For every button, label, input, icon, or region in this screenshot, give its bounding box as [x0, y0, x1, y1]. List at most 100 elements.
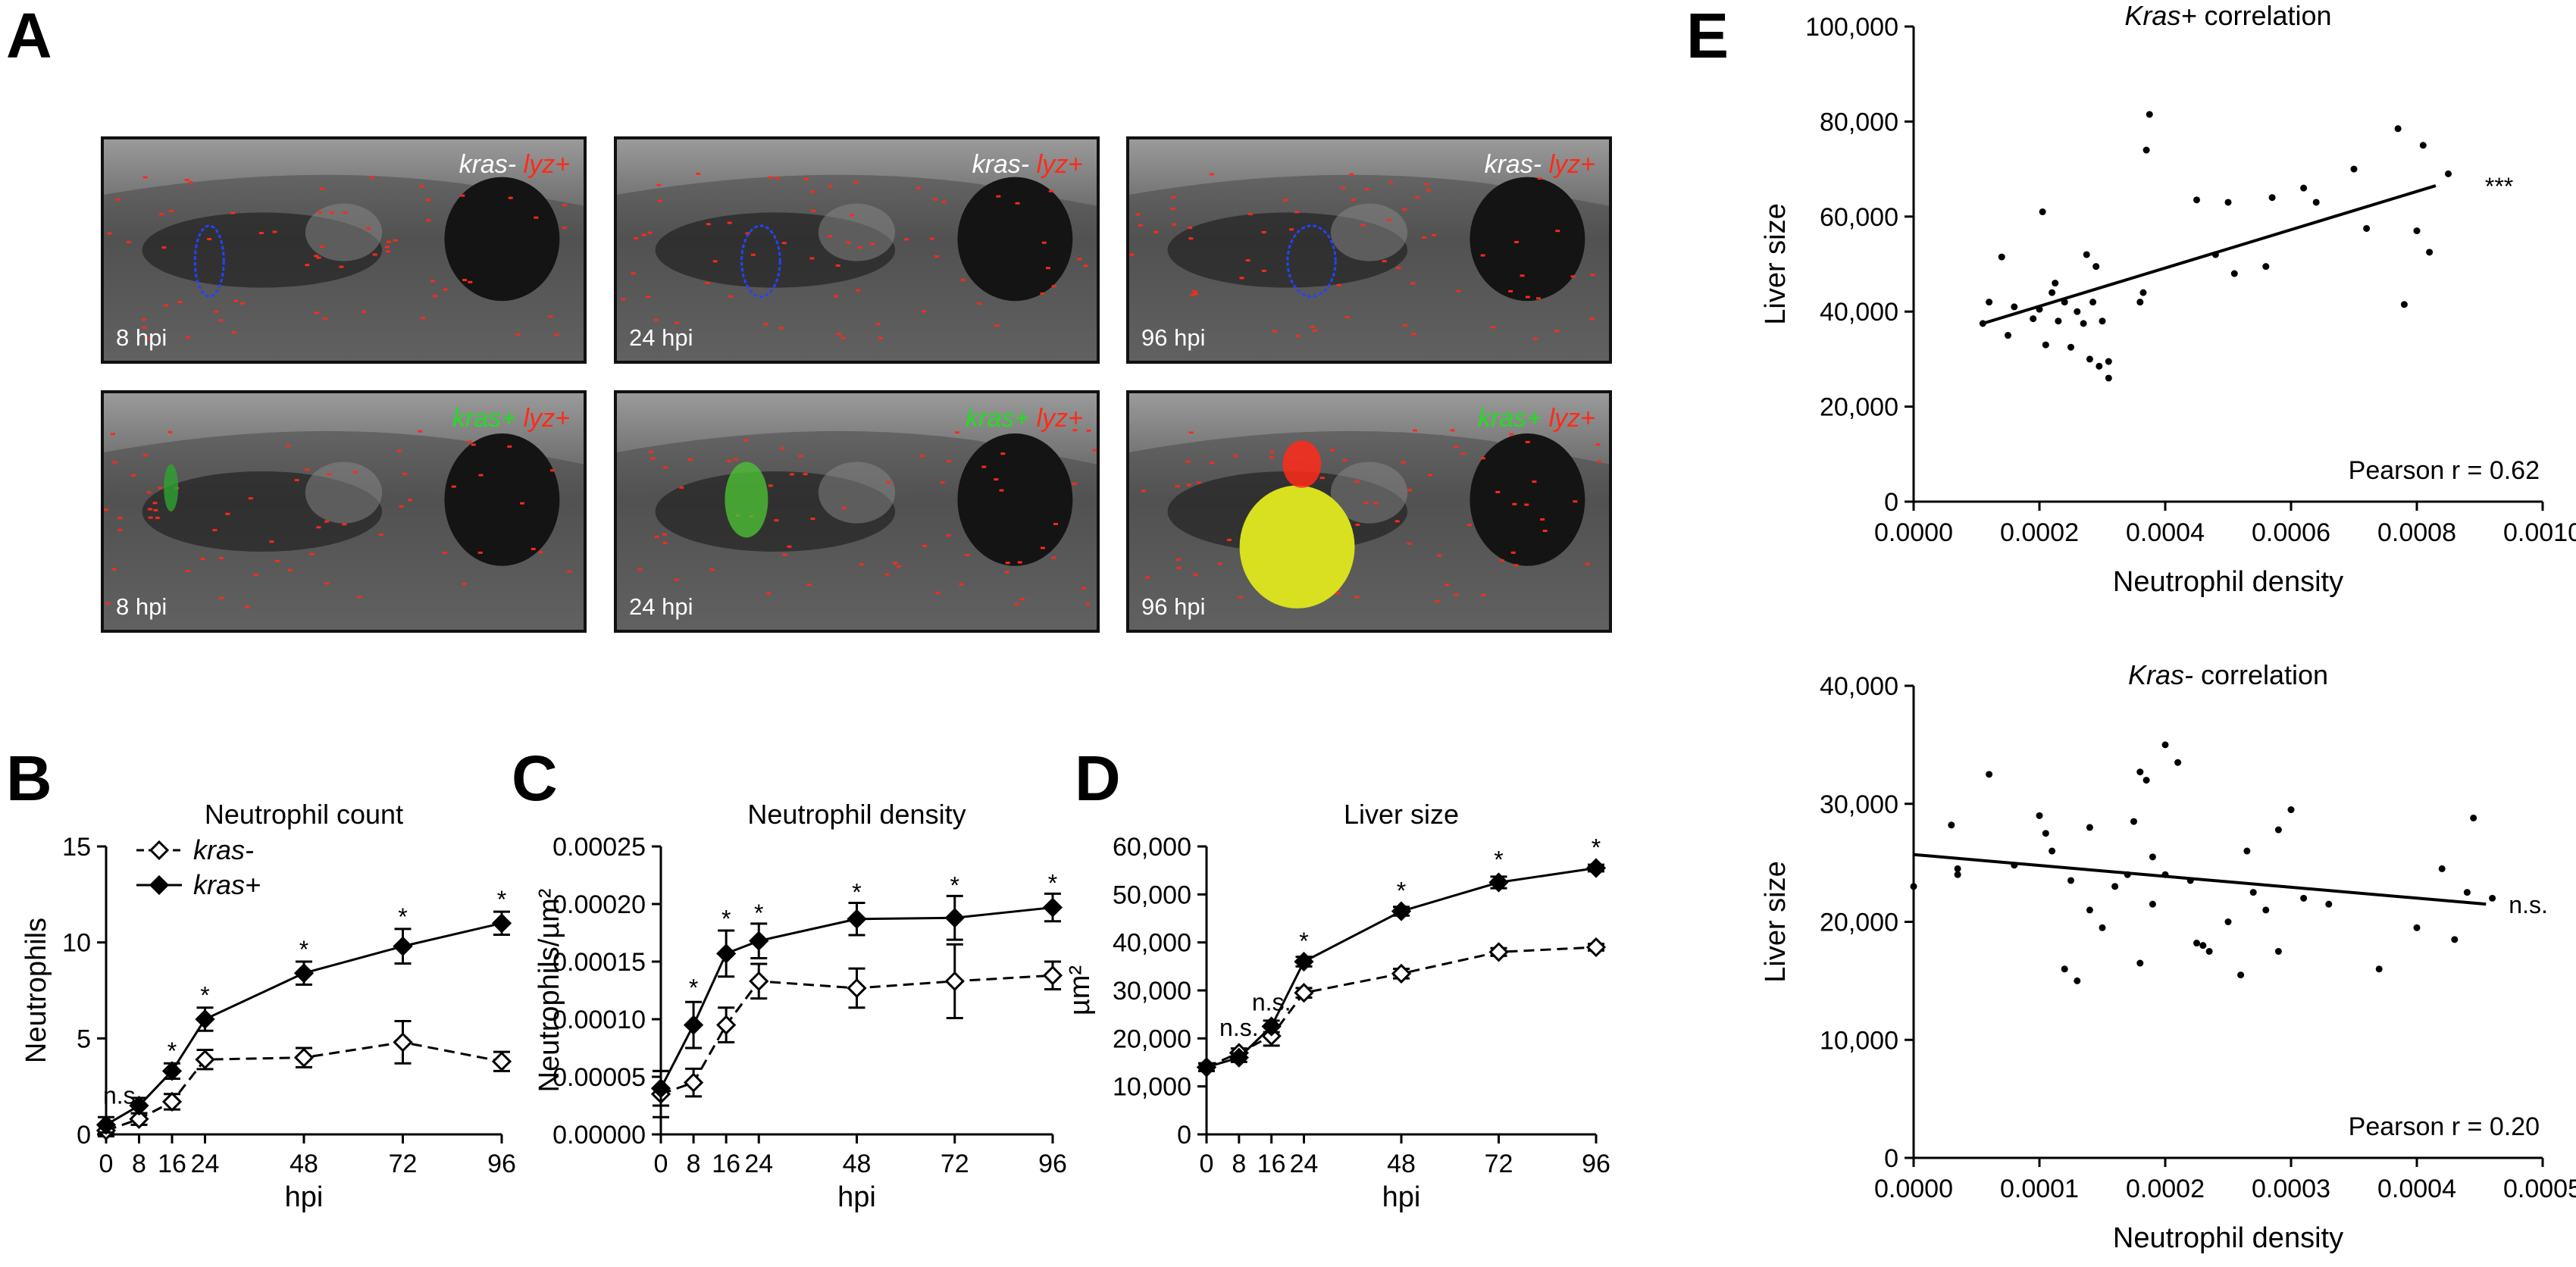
significance-label: n.s. — [103, 1081, 142, 1109]
scatter-point — [2139, 289, 2147, 296]
genotype-label: kras+ lyz+ — [966, 404, 1083, 433]
scatter-point — [2262, 263, 2270, 271]
scatter-point — [2105, 374, 2112, 382]
scatter-point — [2274, 947, 2282, 955]
significance-label: n.s. — [1219, 1014, 1259, 1041]
y-tick-label: 0 — [77, 1121, 91, 1150]
x-tick-label: 96 — [487, 1150, 516, 1178]
data-point-kras- — [944, 971, 965, 991]
scatter-point — [2230, 270, 2238, 277]
scatter-point — [2074, 977, 2081, 984]
scatter-point — [2089, 299, 2097, 306]
scatter-point — [2438, 865, 2446, 872]
y-tick-label: 80,000 — [1820, 108, 1898, 136]
x-tick-label: 0.0004 — [2126, 518, 2205, 547]
data-point-kras+ — [1294, 951, 1314, 972]
scatter-point — [2086, 906, 2093, 914]
scatter-point — [2042, 341, 2049, 349]
y-tick-label: 20,000 — [1820, 393, 1898, 422]
scatter-point — [2136, 299, 2144, 306]
scatter-point — [2174, 759, 2182, 766]
x-tick-label: 16 — [712, 1150, 740, 1178]
data-point-kras+ — [293, 963, 315, 984]
x-tick-label: 0 — [1200, 1150, 1214, 1178]
scatter-point — [2099, 318, 2106, 325]
genotype-text: kras+ — [966, 404, 1030, 433]
data-point-kras- — [1294, 983, 1314, 1003]
scatter-point — [2111, 883, 2119, 890]
y-tick-label: 15 — [62, 833, 91, 862]
scatter-point — [2149, 853, 2156, 861]
x-tick-label: 0 — [654, 1150, 668, 1178]
data-point-kras- — [749, 971, 769, 991]
significance-label: * — [1494, 846, 1503, 874]
data-point-kras- — [195, 1050, 215, 1070]
pearson-stat: Pearson r = 0.20 — [2349, 1112, 2540, 1141]
chart-title: Neutrophil density — [747, 799, 966, 830]
timepoint-label: 24 hpi — [629, 593, 693, 620]
reporter-text: lyz+ — [1029, 404, 1083, 433]
genotype-label: kras+ lyz+ — [452, 404, 570, 433]
y-tick-label: 0 — [1884, 488, 1898, 517]
genotype-text: kras- — [1484, 150, 1542, 179]
significance-label: * — [950, 871, 959, 899]
x-tick-label: 0.0005 — [2503, 1175, 2576, 1203]
scatter-point — [2083, 251, 2090, 258]
scatter-point — [2489, 894, 2496, 902]
genotype-text: kras- — [459, 150, 517, 179]
data-point-kras- — [1042, 965, 1063, 986]
x-tick-label: 48 — [843, 1150, 872, 1178]
panel-letter-d: D — [1075, 743, 1121, 814]
y-tick-label: 30,000 — [1113, 977, 1191, 1006]
significance-label: * — [852, 878, 861, 906]
y-tick-label: 40,000 — [1113, 929, 1191, 958]
significance-label: *** — [2485, 173, 2513, 200]
significance-label: * — [1299, 928, 1308, 955]
scatter-point — [2067, 877, 2074, 884]
x-axis-title: hpi — [837, 1181, 876, 1213]
significance-label: * — [200, 982, 209, 1009]
scatter-point — [2061, 965, 2068, 973]
scatter-point — [2287, 806, 2295, 814]
data-point-kras- — [716, 1015, 737, 1035]
scatter-point — [2350, 165, 2358, 173]
data-point-kras+ — [847, 909, 867, 929]
data-point-kras+ — [491, 913, 512, 934]
scatter-point — [2413, 227, 2421, 235]
x-tick-label: 48 — [1387, 1150, 1416, 1178]
x-tick-label: 0.0002 — [2000, 518, 2079, 547]
y-axis-title: Liver size — [1760, 203, 1792, 325]
scatter-point — [2274, 826, 2282, 834]
x-tick-label: 24 — [1290, 1150, 1319, 1178]
y-tick-label: 60,000 — [1820, 203, 1898, 232]
scatter-point — [1986, 771, 1993, 778]
data-point-kras+ — [650, 1078, 671, 1099]
significance-label: * — [1592, 834, 1601, 862]
x-tick-label: 72 — [389, 1150, 418, 1178]
y-tick-label: 0.00000 — [552, 1121, 646, 1150]
timepoint-label: 24 hpi — [629, 324, 693, 351]
scatter-point — [2237, 971, 2245, 979]
data-point-kras+ — [1261, 1016, 1282, 1037]
data-point-kras+ — [749, 931, 769, 951]
scatter-point — [2092, 263, 2100, 271]
scatter-point — [2146, 111, 2153, 118]
scatter-point — [2039, 208, 2046, 216]
scatter-point — [2300, 894, 2308, 902]
data-point-kras- — [491, 1051, 512, 1071]
significance-label: * — [398, 903, 407, 931]
timepoint-label: 8 hpi — [116, 324, 167, 351]
scatter-point — [2400, 301, 2408, 308]
scatter-point — [2011, 303, 2018, 311]
y-tick-label: 0.00025 — [552, 833, 646, 862]
x-tick-label: 16 — [1257, 1150, 1286, 1178]
micrograph-panel: kras+ lyz+ 8 hpi — [101, 390, 587, 633]
genotype-label: kras- lyz+ — [972, 150, 1083, 180]
scatter-point — [2445, 170, 2452, 177]
reporter-text: lyz+ — [1029, 150, 1083, 179]
chart-title: Kras+ correlation — [2124, 0, 2331, 31]
data-point-kras+ — [161, 1061, 183, 1081]
y-tick-label: 0.00015 — [552, 948, 646, 977]
timepoint-label: 96 hpi — [1141, 593, 1206, 620]
x-tick-label: 16 — [158, 1150, 186, 1178]
